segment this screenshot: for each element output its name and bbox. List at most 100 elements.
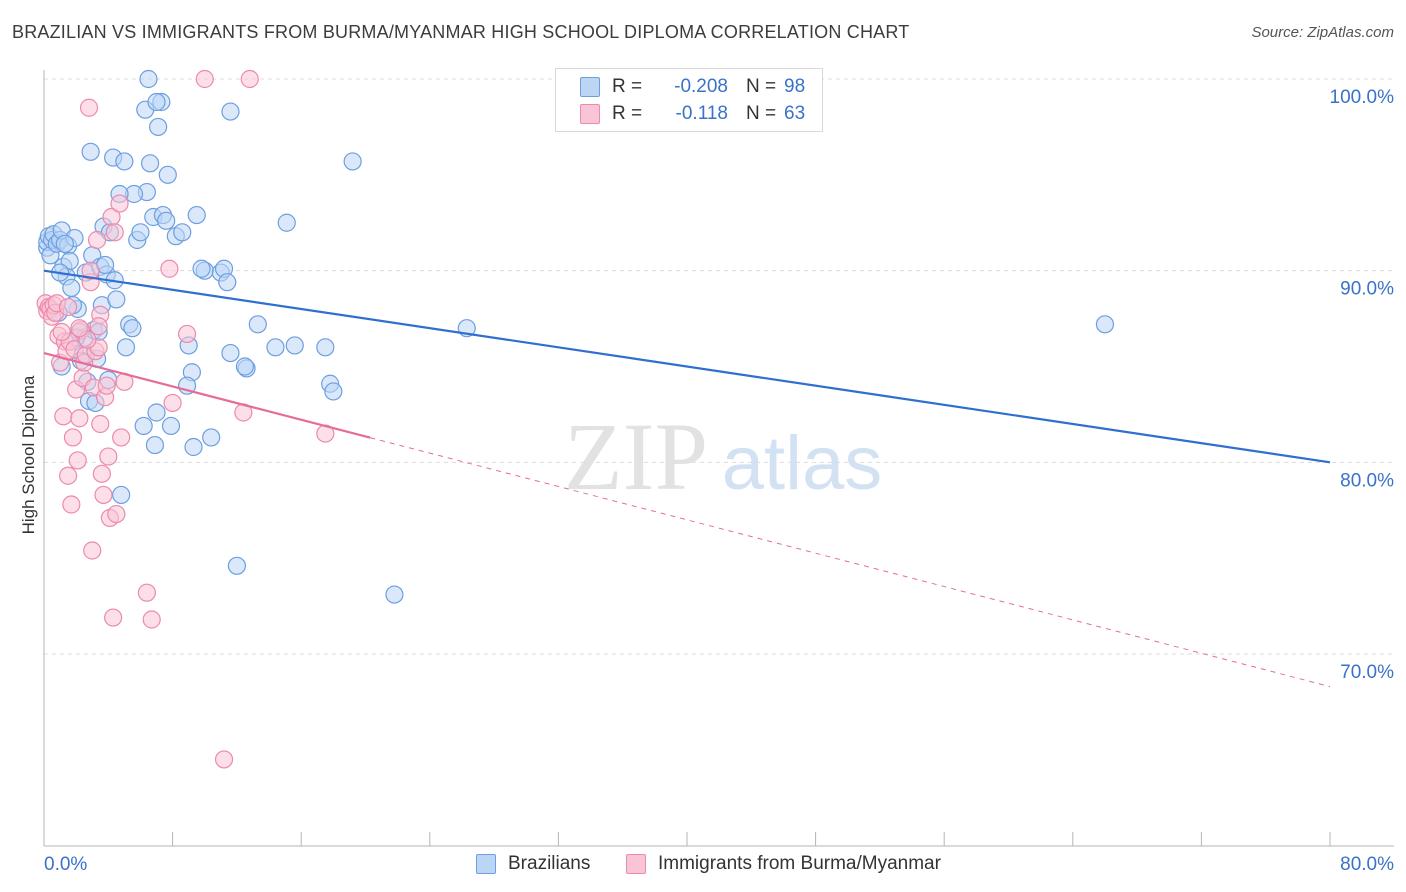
point-burma <box>52 322 71 342</box>
watermark-atlas: atlas <box>722 421 883 506</box>
x-tick-label-max: 80.0% <box>1340 854 1394 875</box>
correlation-legend: R = -0.208 N = 98 R = -0.118 N = 63 <box>555 68 823 132</box>
watermark: ZIP atlas <box>564 403 882 510</box>
point-burma <box>89 317 108 336</box>
point-burma <box>87 230 107 250</box>
axes <box>43 70 1394 847</box>
point-brazilians <box>139 69 158 89</box>
point-brazilians <box>116 338 136 357</box>
legend-n-label: N = <box>746 76 777 97</box>
trendline-brazilians <box>43 269 1331 464</box>
point-burma <box>195 69 214 89</box>
point-brazilians <box>140 154 160 173</box>
watermark-zip: ZIP <box>564 403 708 510</box>
bottom-legend-burma: Immigrants from Burma/Myanmar <box>626 852 941 876</box>
point-burma <box>105 223 124 242</box>
point-burma <box>160 259 179 278</box>
point-burma <box>94 485 113 505</box>
point-brazilians <box>184 437 203 457</box>
legend-row-brazilians: R = -0.208 N = 98 <box>580 75 805 99</box>
point-burma <box>142 610 161 629</box>
point-brazilians <box>161 416 181 436</box>
bottom-legend-swatch-blue <box>476 854 496 874</box>
legend-n-label: N = <box>746 103 777 124</box>
point-brazilians <box>316 338 335 357</box>
point-burma <box>62 495 81 514</box>
legend-r-label: R = <box>612 103 643 124</box>
point-brazilians <box>266 338 285 357</box>
point-burma <box>137 583 156 602</box>
point-brazilians <box>107 290 126 309</box>
point-burma <box>163 393 182 413</box>
point-brazilians <box>55 234 74 253</box>
point-brazilians <box>173 223 192 242</box>
point-burma <box>104 608 123 627</box>
point-brazilians <box>112 485 131 505</box>
point-burma <box>107 504 126 524</box>
y-tick-label: 80.0% <box>1340 470 1394 491</box>
legend-swatch-blue <box>580 77 600 97</box>
point-brazilians <box>149 117 168 137</box>
point-burma <box>92 464 111 483</box>
point-burma <box>97 376 116 395</box>
point-brazilians <box>221 102 240 121</box>
point-brazilians <box>235 357 255 376</box>
point-brazilians <box>202 428 221 447</box>
point-brazilians <box>145 435 165 455</box>
point-burma <box>240 69 259 89</box>
tick-labels: 70.0% 80.0% 90.0% 100.0% 0.0% 80.0% <box>44 87 1394 875</box>
point-brazilians <box>218 273 237 292</box>
point-brazilians <box>343 152 362 171</box>
point-burma <box>81 261 100 280</box>
point-burma <box>79 98 99 117</box>
point-brazilians <box>324 382 343 401</box>
point-brazilians <box>157 211 176 230</box>
legend-r-label: R = <box>612 76 643 97</box>
point-brazilians <box>248 315 267 334</box>
point-burma <box>63 428 83 447</box>
point-burma <box>112 428 131 447</box>
x-tick-label-min: 0.0% <box>44 854 87 875</box>
point-burma <box>68 451 87 470</box>
point-brazilians <box>277 213 296 232</box>
chart-title: BRAZILIAN VS IMMIGRANTS FROM BURMA/MYANM… <box>12 22 910 42</box>
y-tick-label: 90.0% <box>1340 279 1394 300</box>
bottom-legend-swatch-pink <box>626 854 646 874</box>
source-credit: Source: ZipAtlas.com <box>1251 24 1394 41</box>
point-burma <box>70 409 89 428</box>
trendline-burma-solid <box>43 352 371 439</box>
y-tick-label: 70.0% <box>1340 662 1394 683</box>
data-points <box>36 69 1115 769</box>
legend-r-value: -0.118 <box>675 103 728 124</box>
point-burma <box>54 407 73 426</box>
point-brazilians <box>187 205 206 225</box>
point-brazilians <box>115 152 134 171</box>
legend-row-burma: R = -0.118 N = 63 <box>580 102 805 126</box>
point-burma <box>59 466 78 485</box>
point-brazilians <box>147 92 166 112</box>
point-burma <box>83 541 102 560</box>
bottom-legend-label: Immigrants from Burma/Myanmar <box>658 853 941 874</box>
point-burma <box>110 194 129 213</box>
legend-n-value: 98 <box>784 76 806 97</box>
point-brazilians <box>62 278 81 298</box>
bottom-legend-label: Brazilians <box>508 853 591 874</box>
point-brazilians <box>81 142 100 161</box>
y-tick-label: 100.0% <box>1330 87 1395 108</box>
trend-lines <box>43 269 1331 688</box>
point-burma <box>99 447 118 466</box>
point-burma <box>59 297 78 317</box>
point-burma <box>70 319 89 338</box>
point-brazilians <box>285 336 304 355</box>
point-brazilians <box>134 416 153 436</box>
legend-n-value: 63 <box>784 103 806 124</box>
point-brazilians <box>192 259 211 278</box>
bottom-legend-brazilians: Brazilians <box>476 852 590 876</box>
legend-swatch-pink <box>580 104 600 124</box>
point-burma <box>91 414 110 434</box>
point-brazilians <box>158 165 177 184</box>
point-burma <box>214 750 234 769</box>
legend-r-value: -0.208 <box>674 76 728 97</box>
point-burma <box>177 324 197 344</box>
